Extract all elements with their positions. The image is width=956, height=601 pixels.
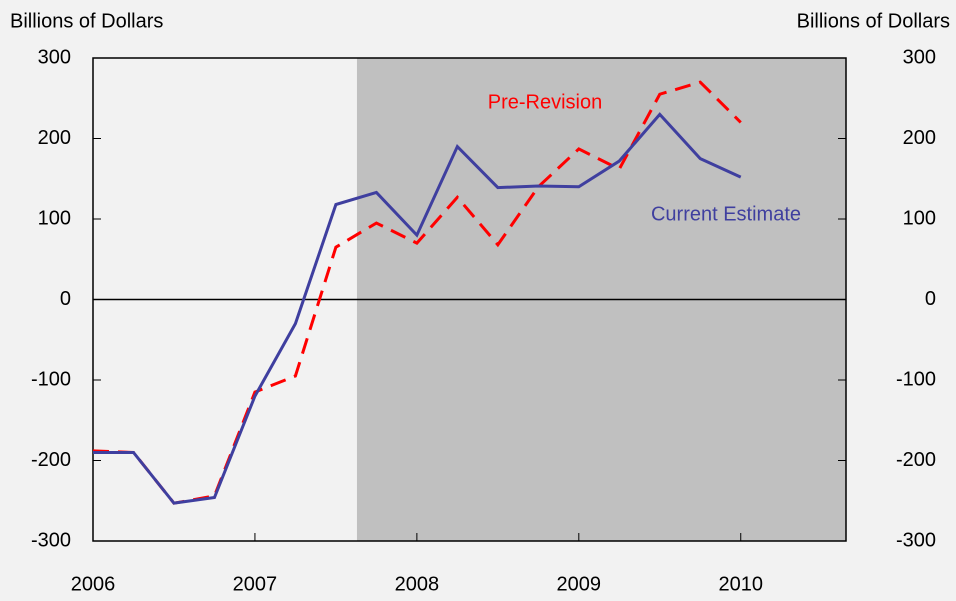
y2-tick-label: -300 bbox=[896, 529, 936, 551]
x-tick-label: 2009 bbox=[557, 573, 602, 595]
y-tick-label: 300 bbox=[38, 46, 71, 68]
y-tick-label: -200 bbox=[31, 449, 71, 471]
y-axis-title-left: Billions of Dollars bbox=[10, 10, 163, 32]
x-tick-label: 2010 bbox=[718, 573, 763, 595]
y2-tick-label: -100 bbox=[896, 368, 936, 390]
series-line bbox=[93, 112, 742, 505]
legend-label: Pre-Revision bbox=[488, 91, 602, 113]
y-tick-label: 100 bbox=[38, 207, 71, 229]
plot-frame bbox=[92, 57, 847, 542]
y-tick-label: 0 bbox=[60, 288, 71, 310]
legend-label: Current Estimate bbox=[651, 203, 801, 225]
y2-tick-label: 0 bbox=[925, 288, 936, 310]
y2-tick-label: 100 bbox=[903, 207, 936, 229]
y-tick-label: -100 bbox=[31, 368, 71, 390]
x-tick-label: 2006 bbox=[71, 573, 116, 595]
y-tick-label: 200 bbox=[38, 127, 71, 149]
x-tick-label: 2007 bbox=[233, 573, 278, 595]
y-axis-title-right: Billions of Dollars bbox=[797, 10, 950, 32]
y2-tick-label: -200 bbox=[896, 449, 936, 471]
y2-tick-label: 200 bbox=[903, 127, 936, 149]
y-tick-label: -300 bbox=[31, 529, 71, 551]
x-tick-label: 2008 bbox=[395, 573, 440, 595]
y2-tick-label: 300 bbox=[903, 46, 936, 68]
